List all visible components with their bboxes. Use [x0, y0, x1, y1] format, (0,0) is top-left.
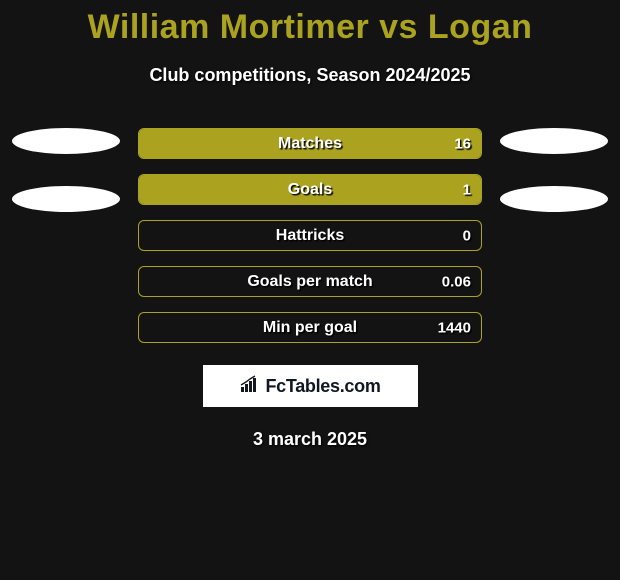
right-ellipse-column: [494, 128, 614, 212]
comparison-panel: William Mortimer vs Logan Club competiti…: [0, 0, 620, 580]
right-ellipse-placeholder: [500, 128, 608, 154]
branding-text: FcTables.com: [265, 376, 380, 397]
stat-value: 16: [454, 135, 471, 152]
stats-bars: Matches 16 Goals 1 Hattricks 0 Goals per…: [126, 128, 494, 343]
stat-value: 0: [463, 227, 471, 244]
stat-bar-goals-per-match: Goals per match 0.06: [138, 266, 482, 297]
left-ellipse-placeholder: [12, 186, 120, 212]
stat-label: Min per goal: [263, 319, 357, 337]
stat-bar-matches: Matches 16: [138, 128, 482, 159]
right-ellipse-placeholder: [500, 186, 608, 212]
stat-label: Hattricks: [276, 227, 344, 245]
stat-label: Goals per match: [247, 273, 372, 291]
content-row: Matches 16 Goals 1 Hattricks 0 Goals per…: [0, 128, 620, 343]
stat-bar-goals: Goals 1: [138, 174, 482, 205]
stat-bar-min-per-goal: Min per goal 1440: [138, 312, 482, 343]
stat-label: Matches: [278, 135, 342, 153]
stat-value: 0.06: [442, 273, 471, 290]
page-title: William Mortimer vs Logan: [0, 0, 620, 47]
stat-value: 1440: [438, 319, 471, 336]
left-ellipse-placeholder: [12, 128, 120, 154]
left-ellipse-column: [6, 128, 126, 212]
chart-bar-icon: [239, 375, 261, 398]
date-label: 3 march 2025: [0, 429, 620, 450]
stat-bar-hattricks: Hattricks 0: [138, 220, 482, 251]
branding-badge: FcTables.com: [203, 365, 418, 407]
subtitle: Club competitions, Season 2024/2025: [0, 65, 620, 86]
stat-label: Goals: [288, 181, 332, 199]
stat-value: 1: [463, 181, 471, 198]
